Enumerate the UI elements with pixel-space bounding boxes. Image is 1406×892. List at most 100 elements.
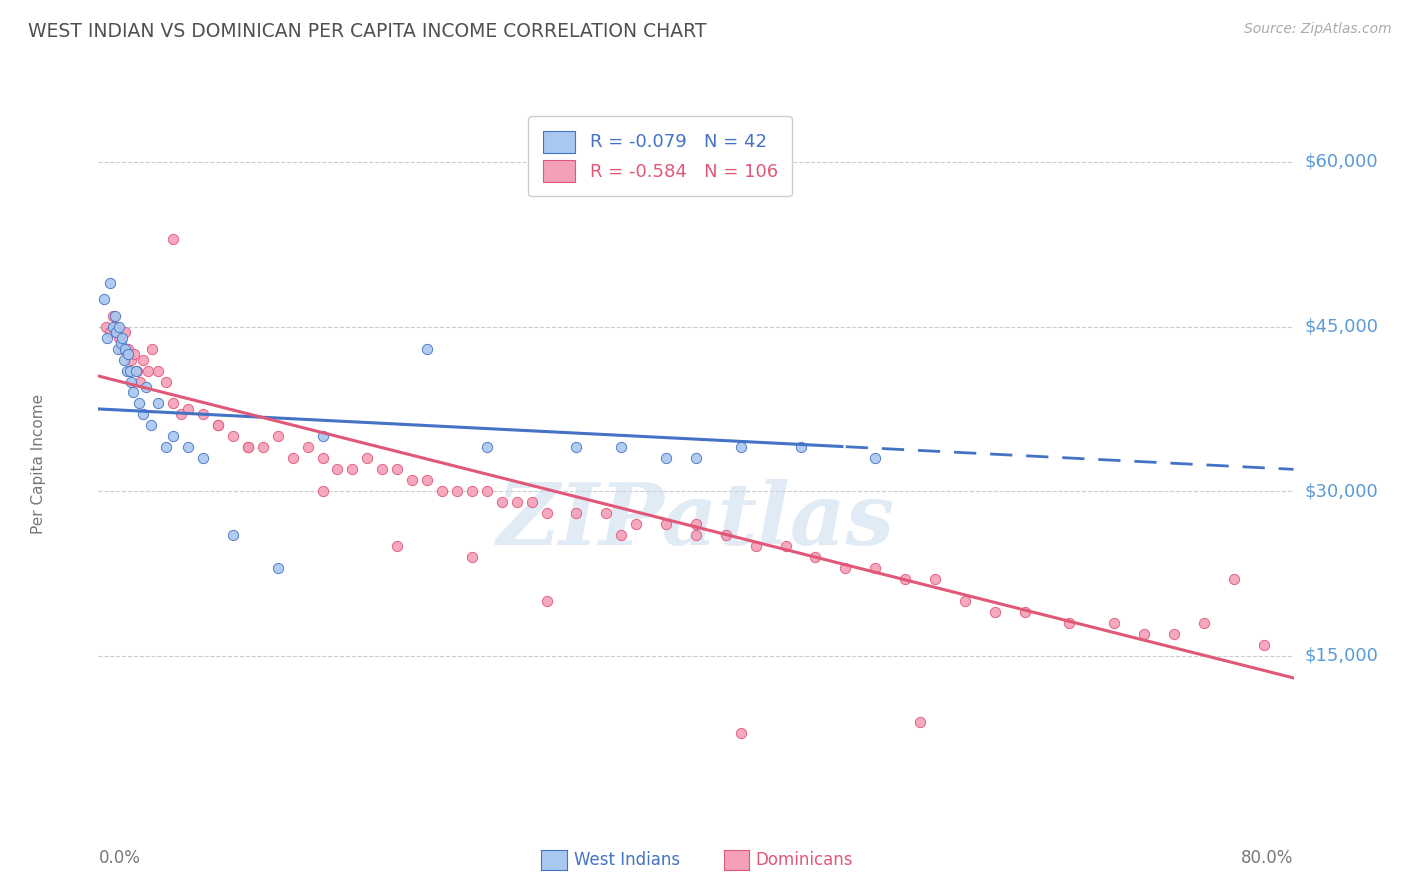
Point	[536, 506, 558, 520]
Point	[112, 352, 135, 367]
Point	[789, 441, 811, 455]
Point	[685, 451, 707, 466]
Point	[520, 495, 543, 509]
Point	[953, 594, 976, 608]
Point	[311, 429, 333, 443]
Point	[595, 506, 617, 520]
Text: $15,000: $15,000	[1305, 647, 1378, 665]
Point	[730, 726, 752, 740]
Point	[155, 375, 177, 389]
Text: 0.0%: 0.0%	[98, 849, 141, 867]
Point	[177, 441, 200, 455]
Point	[120, 375, 142, 389]
Text: $60,000: $60,000	[1305, 153, 1378, 171]
Legend: R = -0.079   N = 42, R = -0.584   N = 106: R = -0.079 N = 42, R = -0.584 N = 106	[529, 116, 792, 196]
Point	[1133, 627, 1156, 641]
Point	[655, 517, 678, 532]
Point	[115, 363, 138, 377]
Point	[685, 528, 707, 542]
Point	[162, 396, 184, 410]
Point	[267, 561, 290, 575]
Point	[105, 325, 128, 339]
Point	[745, 539, 768, 553]
Point	[139, 418, 162, 433]
Point	[565, 441, 588, 455]
Point	[252, 441, 274, 455]
Text: Per Capita Income: Per Capita Income	[31, 393, 46, 534]
Point	[129, 375, 152, 389]
Point	[94, 319, 117, 334]
Point	[385, 539, 409, 553]
Point	[117, 342, 139, 356]
Point	[863, 561, 886, 575]
Point	[107, 342, 129, 356]
Point	[103, 309, 125, 323]
Point	[117, 347, 139, 361]
Point	[121, 385, 143, 400]
Point	[281, 451, 304, 466]
Point	[135, 380, 157, 394]
Point	[108, 330, 131, 344]
Point	[105, 319, 128, 334]
Point	[236, 441, 259, 455]
Point	[125, 363, 148, 377]
Point	[111, 342, 134, 356]
Point	[655, 451, 678, 466]
Point	[124, 347, 146, 361]
Point	[114, 325, 136, 339]
Point	[610, 441, 633, 455]
Point	[169, 408, 191, 422]
Point	[148, 363, 170, 377]
Point	[1059, 615, 1081, 630]
Point	[191, 408, 214, 422]
Point	[908, 714, 931, 729]
Text: WEST INDIAN VS DOMINICAN PER CAPITA INCOME CORRELATION CHART: WEST INDIAN VS DOMINICAN PER CAPITA INCO…	[28, 22, 707, 41]
Text: 80.0%: 80.0%	[1241, 849, 1294, 867]
Text: West Indians: West Indians	[574, 851, 679, 869]
Point	[475, 484, 498, 499]
Point	[624, 517, 647, 532]
Point	[96, 330, 118, 344]
Point	[207, 418, 229, 433]
Point	[120, 352, 142, 367]
Point	[730, 441, 752, 455]
Point	[108, 319, 131, 334]
Point	[141, 342, 163, 356]
Point	[128, 396, 150, 410]
Point	[155, 441, 177, 455]
Point	[236, 441, 259, 455]
Point	[148, 396, 170, 410]
Text: Source: ZipAtlas.com: Source: ZipAtlas.com	[1244, 22, 1392, 37]
Point	[416, 473, 439, 487]
Text: $30,000: $30,000	[1305, 483, 1378, 500]
Point	[446, 484, 468, 499]
Point	[98, 276, 122, 290]
Point	[371, 462, 394, 476]
Point	[385, 462, 409, 476]
Point	[222, 528, 245, 542]
Point	[610, 528, 633, 542]
Point	[1014, 605, 1036, 619]
Point	[1222, 572, 1246, 586]
Point	[342, 462, 364, 476]
Point	[401, 473, 423, 487]
Point	[804, 550, 827, 565]
Point	[356, 451, 378, 466]
Point	[461, 550, 484, 565]
Point	[536, 594, 558, 608]
Point	[430, 484, 453, 499]
Point	[136, 363, 159, 377]
Point	[311, 451, 333, 466]
Point	[894, 572, 917, 586]
Point	[1253, 638, 1275, 652]
Point	[118, 363, 141, 377]
Point	[714, 528, 737, 542]
Point	[110, 336, 132, 351]
Point	[326, 462, 349, 476]
Point	[222, 429, 245, 443]
Point	[104, 309, 127, 323]
Point	[127, 363, 149, 377]
Point	[311, 484, 333, 499]
Point	[1102, 615, 1125, 630]
Point	[775, 539, 797, 553]
